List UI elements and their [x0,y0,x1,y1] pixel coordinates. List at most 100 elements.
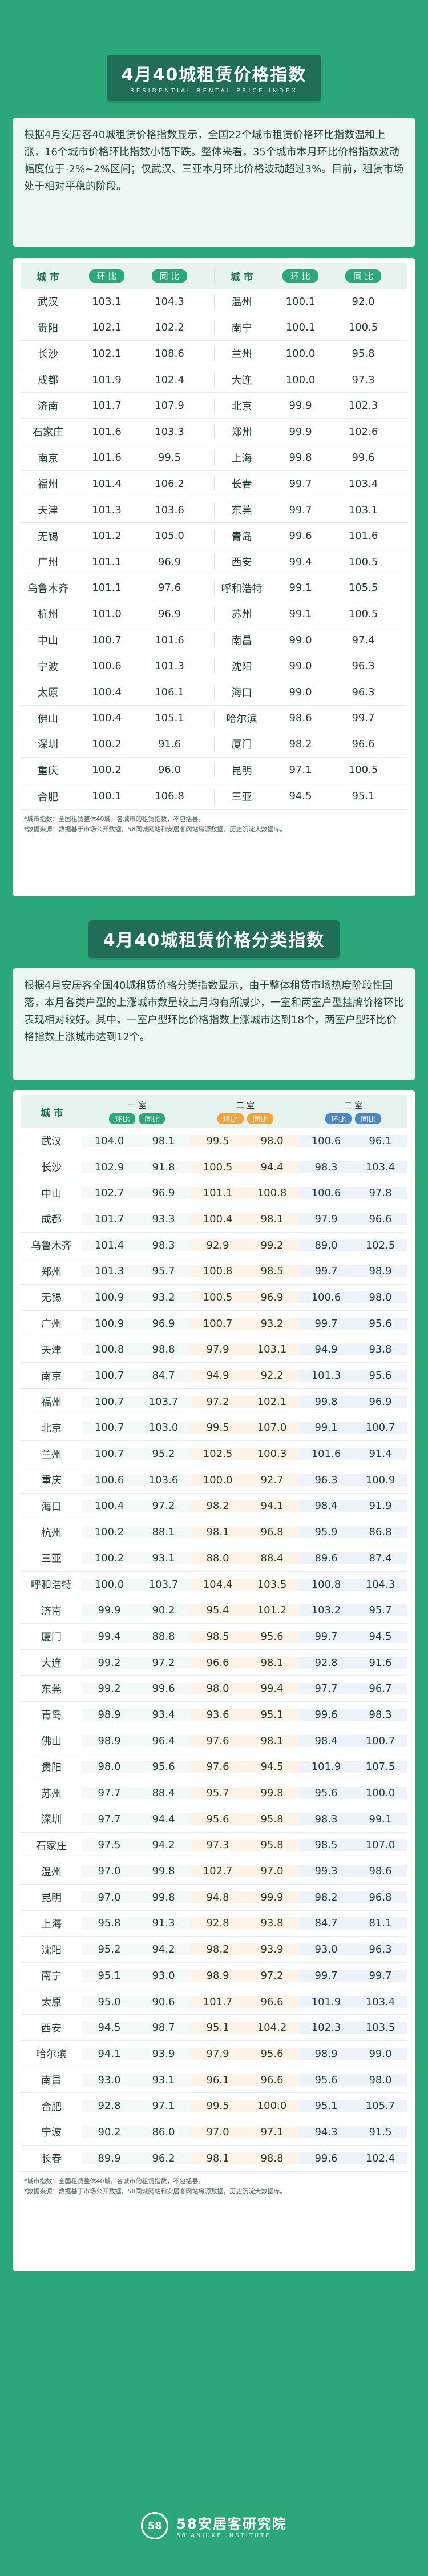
two-room-yoy: 98.1 [260,1656,284,1669]
three-room-yoy: 94.5 [369,1630,392,1643]
two-room-yoy: 102.1 [257,1395,287,1408]
mom-cell: 100.6 [92,660,122,673]
two-room-yoy: 96.6 [260,2074,284,2086]
two-room-yoy: 99.2 [260,1239,284,1251]
table-row: 贵阳 98.0 95.6 97.6 94.5 101.9 107.5 [21,1754,407,1781]
two-room-yoy: 100.8 [257,1187,287,1200]
city-cell: 西安 [231,557,252,569]
two-room-yoy: 98.8 [260,2152,284,2164]
mom-cell: 99.7 [289,477,312,490]
one-room-mom: 100.2 [94,1552,124,1564]
city-cell: 武汉 [38,296,58,309]
city-cell: 海口 [41,1500,62,1513]
city-cell: 呼和浩特 [221,582,263,595]
two-room-mom: 98.1 [206,2152,229,2164]
yoy-cell: 96.3 [352,686,375,698]
two-room-yoy: 99.8 [260,1787,284,1800]
mom-cell: 101.0 [92,607,122,620]
three-room-yoy: 98.9 [369,1265,392,1278]
city-cell: 中山 [38,635,58,647]
table-row: 济南 101.7 107.9 北京 99.9 102.3 [21,393,407,419]
city-cell: 佛山 [41,1736,62,1748]
city-cell: 沈阳 [231,661,252,673]
three-room-mom: 103.2 [311,1604,341,1617]
two-room-mom: 97.0 [206,2126,229,2138]
two-room-yoy: 101.2 [257,1604,287,1617]
one-room-mom: 104.0 [94,1134,124,1147]
yoy-cell: 101.3 [155,660,184,673]
header-yoy: 同比 [355,1113,382,1124]
one-room-yoy: 95.7 [152,1265,175,1278]
mom-cell: 100.2 [92,738,122,750]
section2-table: 城 市 一 室 环比 同比 二 室 环比 同比 三 室 环比 同比 武汉 104.0 98… [13,1090,415,2271]
table-row: 青岛 98.9 93.4 93.6 95.1 99.6 98.3 [21,1702,407,1728]
yoy-cell: 104.3 [155,295,184,308]
mom-cell: 101.6 [92,452,122,464]
three-room-mom: 99.8 [314,1395,338,1408]
city-cell: 东莞 [231,505,252,517]
table-row: 合肥 100.1 106.8 三亚 94.5 95.1 [21,783,407,810]
yoy-cell: 100.5 [348,607,378,620]
city-cell: 重庆 [41,1475,62,1487]
table-row: 厦门 99.4 88.8 98.5 95.6 99.7 94.5 [21,1624,407,1650]
one-room-mom: 102.9 [94,1161,124,1173]
three-room-yoy: 95.6 [369,1317,392,1330]
one-room-mom: 100.9 [94,1291,124,1303]
table-body: 武汉 104.0 98.1 99.5 98.0 100.6 96.1 长沙 102.9 91.8 1… [21,1128,407,2172]
one-room-yoy: 93.9 [152,2047,175,2060]
yoy-cell: 96.9 [158,607,181,620]
one-room-yoy: 103.0 [148,1422,179,1434]
one-room-mom: 101.3 [94,1265,124,1278]
one-room-mom: 97.7 [98,1787,121,1800]
city-cell: 东莞 [41,1683,62,1696]
three-room-yoy: 96.8 [369,1891,392,1903]
three-room-yoy: 91.9 [369,1500,392,1512]
table-row: 中山 100.7 101.6 南昌 99.0 97.4 [21,627,407,654]
one-room-yoy: 90.2 [152,1604,175,1617]
three-room-yoy: 103.4 [365,1995,395,2008]
three-room-mom: 98.9 [314,2047,338,2060]
table-row: 无锡 100.9 93.2 100.5 96.9 100.6 98.0 [21,1285,407,1311]
three-room-yoy: 99.7 [369,1969,392,1982]
yoy-cell: 97.4 [352,634,375,646]
one-room-mom: 100.2 [94,1526,124,1539]
one-room-yoy: 95.2 [152,1448,175,1460]
table-row: 太原 100.4 106.1 海口 99.0 96.3 [21,679,407,706]
header-city: 城 市 [37,271,59,283]
two-room-mom: 99.5 [206,1422,229,1434]
two-room-yoy: 95.8 [260,1839,284,1852]
two-room-mom: 100.0 [203,1474,233,1486]
yoy-cell: 99.7 [352,712,375,724]
two-room-mom: 100.5 [203,1291,233,1303]
yoy-cell: 99.5 [158,452,181,464]
one-room-mom: 95.2 [98,1943,121,1956]
two-room-mom: 95.1 [206,2022,229,2034]
table-row: 郑州 101.3 95.7 100.8 98.5 99.7 98.9 [21,1258,407,1285]
city-cell: 兰州 [231,348,252,361]
two-room-yoy: 99.9 [260,1891,284,1903]
yoy-cell: 100.5 [348,556,378,568]
two-room-mom: 97.6 [206,1734,229,1747]
city-cell: 天津 [41,1344,62,1357]
mom-cell: 99.0 [289,686,312,698]
table-row: 北京 100.7 103.0 99.5 107.0 99.1 100.7 [21,1415,407,1442]
table-row: 苏州 97.7 88.4 95.7 99.8 95.6 100.0 [21,1780,407,1806]
header-mom: 环比 [325,1113,352,1124]
two-room-mom: 100.4 [203,1213,233,1225]
three-room-mom: 98.3 [314,1813,338,1825]
one-room-mom: 95.0 [98,1995,121,2008]
two-room-mom: 92.9 [206,1239,229,1251]
table-row: 沈阳 95.2 94.2 98.2 93.9 93.0 96.3 [21,1937,407,1963]
yoy-cell: 101.6 [348,530,378,542]
three-room-mom: 99.6 [314,1708,338,1721]
one-room-yoy: 93.1 [152,1552,175,1564]
mom-cell: 99.1 [289,607,312,620]
two-room-mom: 95.7 [206,1787,229,1800]
one-room-mom: 99.2 [98,1683,121,1695]
three-room-yoy: 100.7 [365,1734,395,1747]
city-cell: 中山 [41,1188,62,1200]
city-cell: 三亚 [41,1553,62,1565]
header-group-2: 二 室 环比 同比 [191,1100,299,1124]
mom-cell: 101.3 [92,504,122,516]
three-room-yoy: 91.4 [369,1448,392,1460]
